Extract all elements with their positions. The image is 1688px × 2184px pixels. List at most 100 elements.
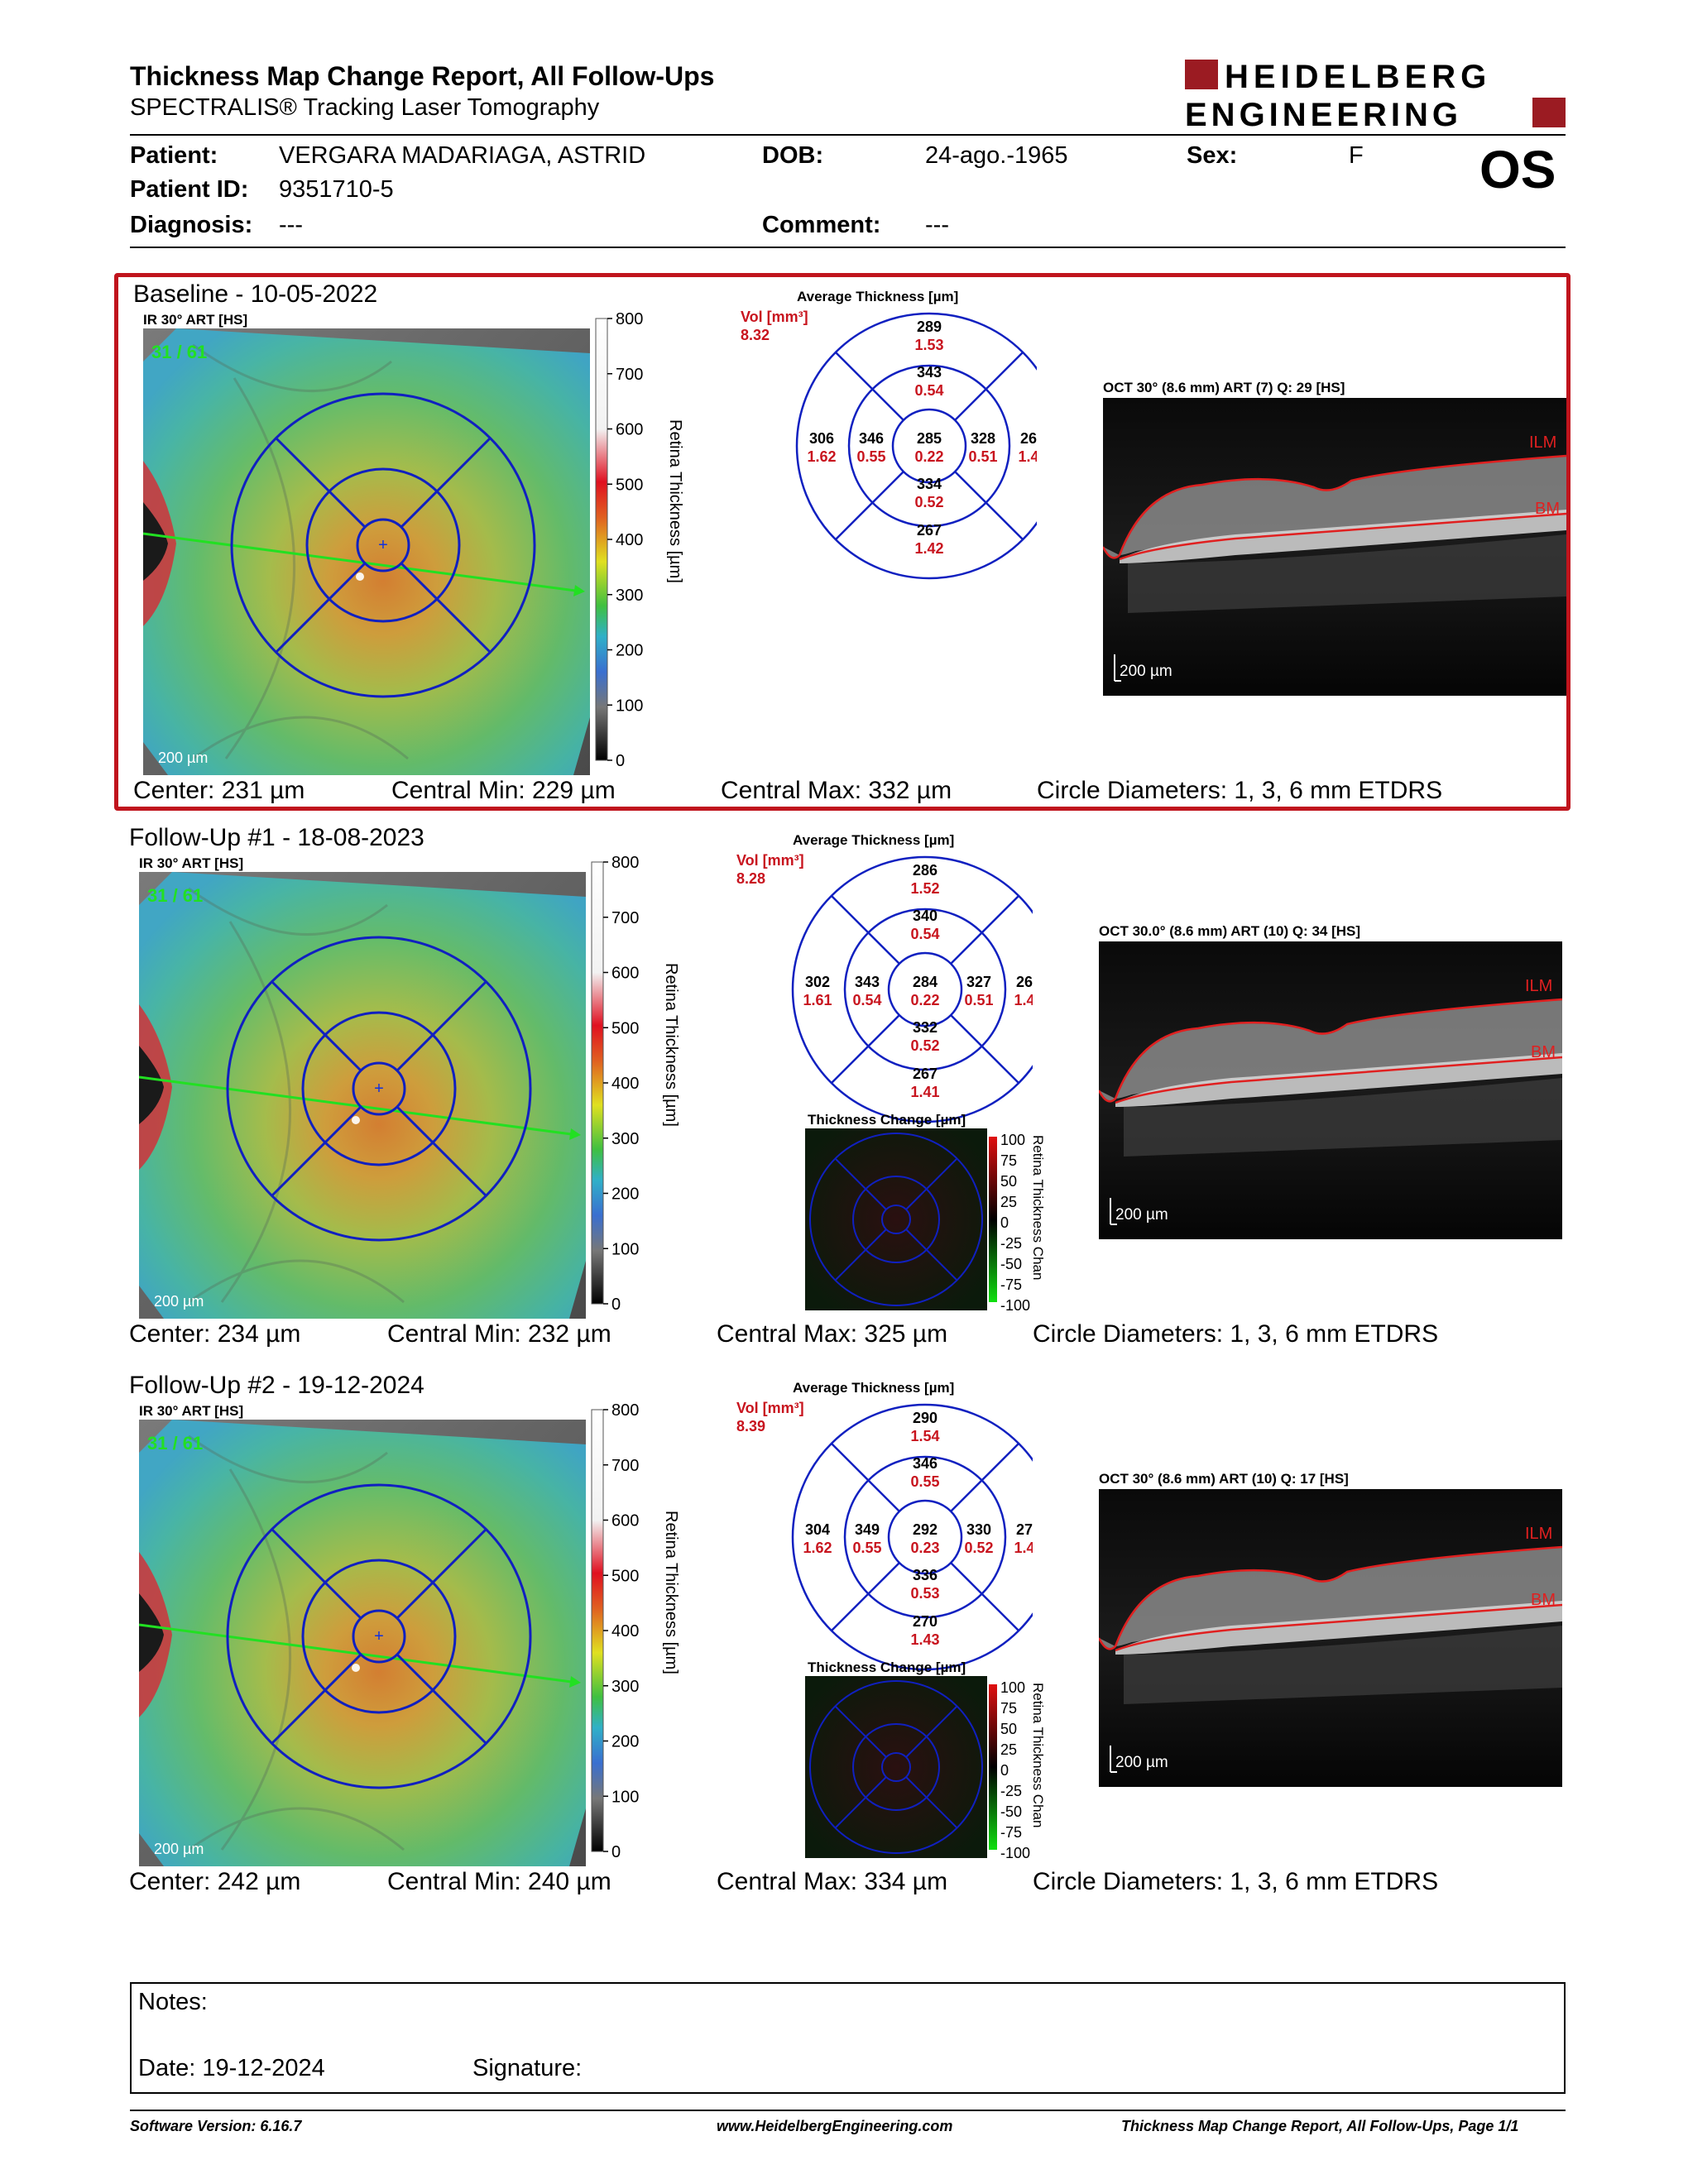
comment-label: Comment: [762,212,881,238]
grid-volume-center: 0.22 [914,448,943,465]
ir-label: IR 30° ART [HS] [139,855,244,871]
notes-box: Notes: Date: 19-12-2024 Signature: [130,1982,1566,2094]
grid-volume-inner-inf: 0.52 [914,494,943,510]
dob-label: DOB: [762,142,824,169]
grid-volume-outer-sup: 1.54 [910,1428,939,1444]
thickness-colorbar: 800 700 600 500 400 300 200 100 0 Retina Thickne… [591,1403,680,1861]
grid-volume-inner-temp: 0.51 [964,992,993,1008]
circle-diameters: Circle Diameters: 1, 3, 6 mm ETDRS [1033,1320,1439,1348]
grid-volume-inner-inf: 0.53 [910,1585,939,1602]
svg-text:+: + [374,1080,384,1098]
svg-text:+: + [374,1627,384,1645]
average-thickness-title: Average Thickness [µm] [793,1380,955,1396]
etdrs-grid: Vol [mm³] 8.39 2901.543460.552920.233360… [736,1400,1033,1671]
diagnosis-label: Diagnosis: [130,212,253,238]
ilm-label: ILM [1529,433,1556,452]
colorbar-tick: 700 [616,366,643,384]
colorbar-tick: 800 [616,312,643,328]
thickness-map: + 31 / 61 200 µm [139,872,586,1319]
change-colorbar-tick: -75 [1000,1824,1022,1841]
grid-thickness-inner-sup: 346 [913,1455,938,1472]
grid-thickness-outer-nas: 302 [805,974,830,990]
grid-thickness-outer-inf: 267 [913,1066,938,1082]
center-thickness: Center: 231 µm [133,777,305,804]
frame-counter: 31 / 61 [151,342,207,362]
change-colorbar-tick: -25 [1000,1783,1022,1799]
change-colorbar-tick: 0 [1000,1214,1009,1231]
oct-scale-label: 200 µm [1120,663,1172,680]
central-min: Central Min: 240 µm [387,1868,611,1895]
colorbar-label: Retina Thickness [µm] [662,963,680,1127]
grid-volume-inner-temp: 0.52 [964,1540,993,1556]
scale-bar-label: 200 µm [154,1841,204,1857]
ilm-label: ILM [1525,1525,1552,1543]
grid-volume-outer-nas: 1.61 [803,992,832,1008]
thickness-change-map: 100 75 50 25 0 -25 -50 -75 -100 Retina Thickness… [805,1676,1045,1858]
report-subtitle: SPECTRALIS® Tracking Laser Tomography [130,94,600,121]
patient-name: VERGARA MADARIAGA, ASTRID [279,142,646,169]
website-link[interactable]: www.HeidelbergEngineering.com [717,2118,953,2134]
grid-thickness-inner-inf: 334 [917,476,942,492]
thickness-change-map: 100 75 50 25 0 -25 -50 -75 -100 Retina Thickness… [805,1128,1045,1310]
grid-volume-inner-nas: 0.55 [856,448,885,465]
frame-counter: 31 / 61 [147,1433,203,1454]
change-colorbar-tick: -100 [1000,1297,1030,1310]
volume-label: Vol [mm³] [741,309,808,325]
thickness-map: + 31 / 61 200 µm [143,328,590,775]
colorbar-tick: 700 [611,1457,639,1475]
oct-bscan: ILM BM 200 µm [1099,1489,1562,1787]
colorbar-tick: 300 [616,587,643,605]
colorbar-tick: 0 [616,752,625,770]
colorbar-label: Retina Thickness [µm] [666,419,684,583]
colorbar-tick: 700 [611,909,639,927]
grid-thickness-center: 284 [913,974,938,990]
grid-volume-outer-inf: 1.42 [914,540,943,557]
grid-volume-inner-inf: 0.52 [910,1037,939,1054]
date-label: Date: 19-12-2024 [138,2055,325,2081]
bm-label: BM [1535,500,1560,518]
volume-value: 8.28 [736,870,765,887]
change-colorbar-label: Retina Thickness Chan [1030,1135,1045,1280]
colorbar-tick: 500 [616,476,643,494]
comment-value: --- [925,212,949,238]
colorbar-tick: 300 [611,1678,639,1696]
bm-label: BM [1531,1043,1556,1061]
etdrs-grid: Vol [mm³] 8.28 2861.523400.542840.223320… [736,852,1033,1123]
change-colorbar-tick: 25 [1000,1194,1017,1210]
section-title: Follow-Up #1 - 18-08-2023 [129,824,424,851]
grid-volume-outer-sup: 1.52 [910,880,939,897]
frame-counter: 31 / 61 [147,885,203,906]
colorbar-label: Retina Thickness [µm] [662,1511,680,1674]
volume-label: Vol [mm³] [736,852,804,869]
svg-text:ENGINEERING: ENGINEERING [1185,97,1462,132]
grid-thickness-inner-inf: 336 [913,1567,938,1583]
circle-diameters: Circle Diameters: 1, 3, 6 mm ETDRS [1037,777,1443,804]
change-colorbar-tick: 50 [1000,1721,1017,1737]
grid-volume-outer-nas: 1.62 [803,1540,832,1556]
colorbar-tick: 500 [611,1567,639,1585]
volume-value: 8.32 [741,327,770,343]
heidelberg-logo: HEIDELBERG ENGINEERING [1185,58,1566,133]
thickness-change-title: Thickness Change [µm] [808,1660,966,1675]
thickness-colorbar: 800 700 600 500 400 300 200 100 0 Retina Thickne… [595,312,684,770]
grid-thickness-inner-temp: 328 [971,430,995,447]
thickness-colorbar: 800 700 600 500 400 300 200 100 0 Retina Thickne… [591,855,680,1314]
grid-thickness-center: 292 [913,1521,938,1538]
grid-volume-outer-temp: 1.41 [1014,992,1033,1008]
grid-volume-outer-inf: 1.43 [910,1631,939,1648]
bm-label: BM [1531,1591,1556,1609]
grid-thickness-inner-nas: 343 [855,974,880,990]
patient-id-label: Patient ID: [130,176,249,203]
grid-thickness-outer-sup: 289 [917,318,942,335]
section-title: Baseline - 10-05-2022 [133,280,378,308]
svg-text:+: + [378,536,388,554]
grid-thickness-outer-temp: 266 [1020,430,1037,447]
oct-scale-label: 200 µm [1115,1206,1168,1224]
grid-thickness-inner-sup: 343 [917,364,942,381]
colorbar-tick: 200 [611,1185,639,1204]
grid-thickness-outer-temp: 266 [1016,974,1033,990]
grid-thickness-outer-nas: 304 [805,1521,830,1538]
oct-label: OCT 30° (8.6 mm) ART (7) Q: 29 [HS] [1103,380,1345,395]
colorbar-tick: 400 [616,531,643,549]
change-colorbar-tick: -100 [1000,1845,1030,1858]
